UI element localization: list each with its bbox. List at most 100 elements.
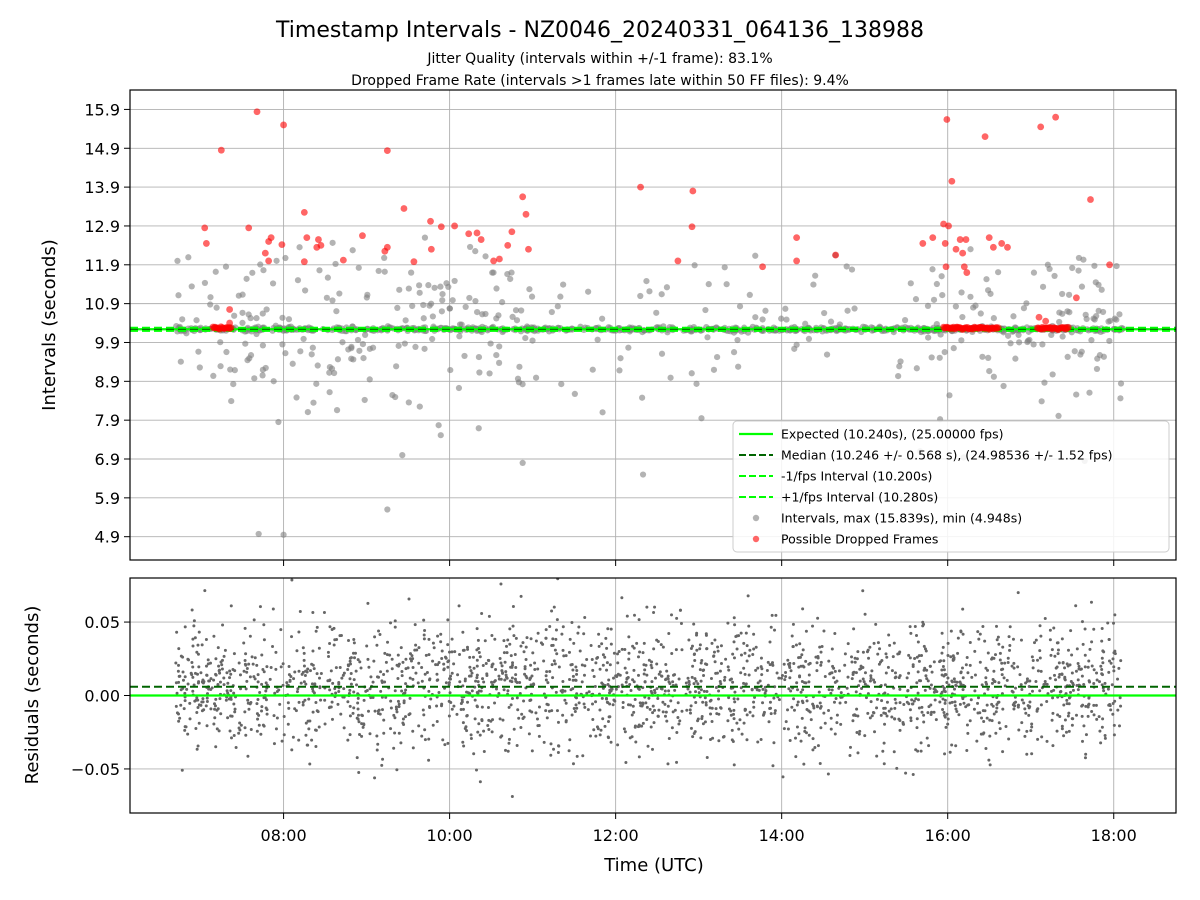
residual-point [506,689,510,693]
residual-point [930,670,934,674]
residual-point [723,675,727,679]
residual-point [846,675,850,679]
residual-point [382,718,386,722]
residual-point [850,677,854,681]
residual-point [1080,714,1084,718]
residual-point [902,703,906,707]
residual-point [203,589,207,593]
residual-point [743,672,747,676]
residual-point [1067,729,1071,733]
residual-point [178,674,182,678]
residual-point [675,616,679,620]
residual-point [658,670,662,674]
residual-point [850,660,854,664]
interval-point [456,333,463,340]
interval-point [439,297,446,304]
residual-point [554,690,558,694]
dropped-point [245,224,253,232]
interval-point [185,254,192,261]
residual-point [768,640,772,644]
residual-point [544,674,548,678]
interval-point [986,368,993,375]
residual-point [1050,718,1054,722]
residual-point [853,660,857,664]
residual-point [440,702,444,706]
residual-point [197,703,201,707]
residual-point [1100,672,1104,676]
residual-point [420,679,424,683]
residual-point [189,671,193,675]
residual-point [863,682,867,686]
residual-point [977,637,981,641]
residual-point [503,678,507,682]
residual-point [181,655,185,659]
residual-point [400,674,404,678]
residual-point [763,691,767,695]
residual-point [981,624,985,628]
residual-point [360,734,364,738]
residual-point [262,623,266,627]
residual-point [217,669,221,673]
residual-point [953,704,957,708]
residual-point [628,683,632,687]
residual-point [719,661,723,665]
residual-point [747,654,751,658]
residual-point [884,652,888,656]
residual-point [519,594,523,598]
residual-point [916,698,920,702]
residual-point [217,729,221,733]
residual-point [898,674,902,678]
interval-point [723,281,730,288]
residual-point [279,665,283,669]
residual-point [661,710,665,714]
residual-point [444,681,448,685]
residual-point [663,714,667,718]
dropped-point [410,258,418,266]
residual-point [932,690,936,694]
interval-point [210,372,217,379]
residual-point [311,649,315,653]
residual-point [676,715,680,719]
interval-point [428,300,435,307]
residual-point [651,711,655,715]
residual-point [468,655,472,659]
residual-point [693,652,697,656]
residual-point [411,746,415,750]
residual-point [449,700,453,704]
residual-point [297,700,301,704]
residual-point [973,673,977,677]
residual-point [819,726,823,730]
interval-point [526,286,533,293]
residual-point [872,641,876,645]
residual-point [756,740,760,744]
residual-point [231,667,235,671]
residual-point [194,726,198,730]
residual-point [772,741,776,745]
residual-point [425,670,429,674]
residual-point [485,673,489,677]
residual-point [373,709,377,713]
residual-point [854,690,858,694]
residual-point [693,677,697,681]
interval-point [308,351,315,358]
residual-point [573,710,577,714]
residual-point [745,644,749,648]
residual-point [621,701,625,705]
residual-point [858,729,862,733]
residual-point [818,706,822,710]
residual-point [843,652,847,656]
residual-point [348,659,352,663]
interval-point [349,247,356,254]
residual-point [352,678,356,682]
residual-point [233,710,237,714]
interval-point [1020,305,1028,312]
residual-point [822,629,826,633]
residual-point [710,706,714,710]
residual-point [969,698,973,702]
residual-point [948,750,952,754]
residual-point [281,662,285,666]
residual-point [463,679,467,683]
residual-point [625,614,629,618]
residual-point [1025,729,1029,733]
residual-point [1036,669,1040,673]
